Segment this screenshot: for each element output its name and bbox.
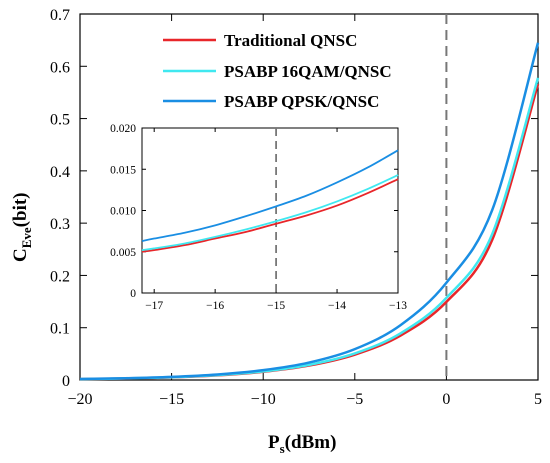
y-tick-label: 0 bbox=[62, 373, 70, 390]
series-line-qpsk bbox=[141, 149, 399, 242]
series-line-traditional bbox=[141, 178, 399, 253]
inset-series-group bbox=[141, 149, 399, 253]
x-tick-label: 5 bbox=[534, 391, 542, 408]
x-tick-label: −15 bbox=[159, 391, 184, 408]
y-tick-label: 0.005 bbox=[110, 247, 136, 259]
y-tick-label: 0.1 bbox=[50, 321, 70, 338]
y-tick-label: 0.3 bbox=[50, 216, 70, 233]
legend: Traditional QNSC PSABP 16QAM/QNSC PSABP … bbox=[163, 31, 392, 111]
x-tick-label: −5 bbox=[346, 391, 363, 408]
y-tick-label: 0.015 bbox=[110, 164, 136, 176]
legend-label-qpsk: PSABP QPSK/QNSC bbox=[224, 92, 379, 111]
series-line-qpsk bbox=[79, 42, 540, 381]
x-tick-label: −10 bbox=[251, 391, 276, 408]
y-tick-label: 0.5 bbox=[50, 112, 70, 129]
x-tick-label: 0 bbox=[442, 391, 450, 408]
y-tick-label: 0.020 bbox=[110, 123, 136, 135]
y-tick-label: 0.2 bbox=[50, 268, 70, 285]
y-tick-label: 0.4 bbox=[50, 164, 70, 181]
x-axis-label-sub: s bbox=[280, 441, 285, 456]
x-tick-label: −16 bbox=[206, 300, 224, 312]
main-axis-ticks: −20 −15 −10 −5 0 5 0 0.1 0.2 0.3 0.4 0.5 0.6 0.7 bbox=[50, 7, 542, 408]
x-tick-label: −13 bbox=[389, 300, 407, 312]
x-tick-label: −20 bbox=[67, 391, 92, 408]
x-tick-label: −14 bbox=[328, 300, 346, 312]
x-axis-label-rest: (dBm) bbox=[285, 432, 337, 453]
y-tick-label: 0.010 bbox=[110, 206, 136, 218]
main-series-group bbox=[79, 42, 540, 381]
x-axis-label: Ps(dBm) bbox=[268, 432, 336, 456]
series-line-16qam bbox=[141, 174, 399, 251]
legend-label-traditional: Traditional QNSC bbox=[224, 31, 357, 50]
inset-background bbox=[142, 128, 398, 293]
y-axis-label-rest: (bit) bbox=[10, 192, 31, 227]
y-axis-label-main: C bbox=[10, 248, 31, 262]
y-axis-label-sub: Eve bbox=[19, 227, 34, 248]
inset-axis-ticks: −17 −16 −15 −14 −13 0 0.005 0.010 0.015 0.020 bbox=[110, 123, 407, 312]
legend-label-16qam: PSABP 16QAM/QNSC bbox=[224, 62, 392, 81]
y-tick-label: 0.6 bbox=[50, 59, 70, 76]
main-plot-frame bbox=[79, 13, 539, 381]
x-tick-label: −15 bbox=[267, 300, 285, 312]
x-tick-label: −17 bbox=[145, 300, 163, 312]
y-tick-label: 0.7 bbox=[50, 7, 70, 24]
y-tick-label: 0 bbox=[130, 288, 136, 300]
y-axis-label: CEve(bit) bbox=[10, 192, 34, 262]
x-axis-label-main: P bbox=[268, 432, 280, 453]
